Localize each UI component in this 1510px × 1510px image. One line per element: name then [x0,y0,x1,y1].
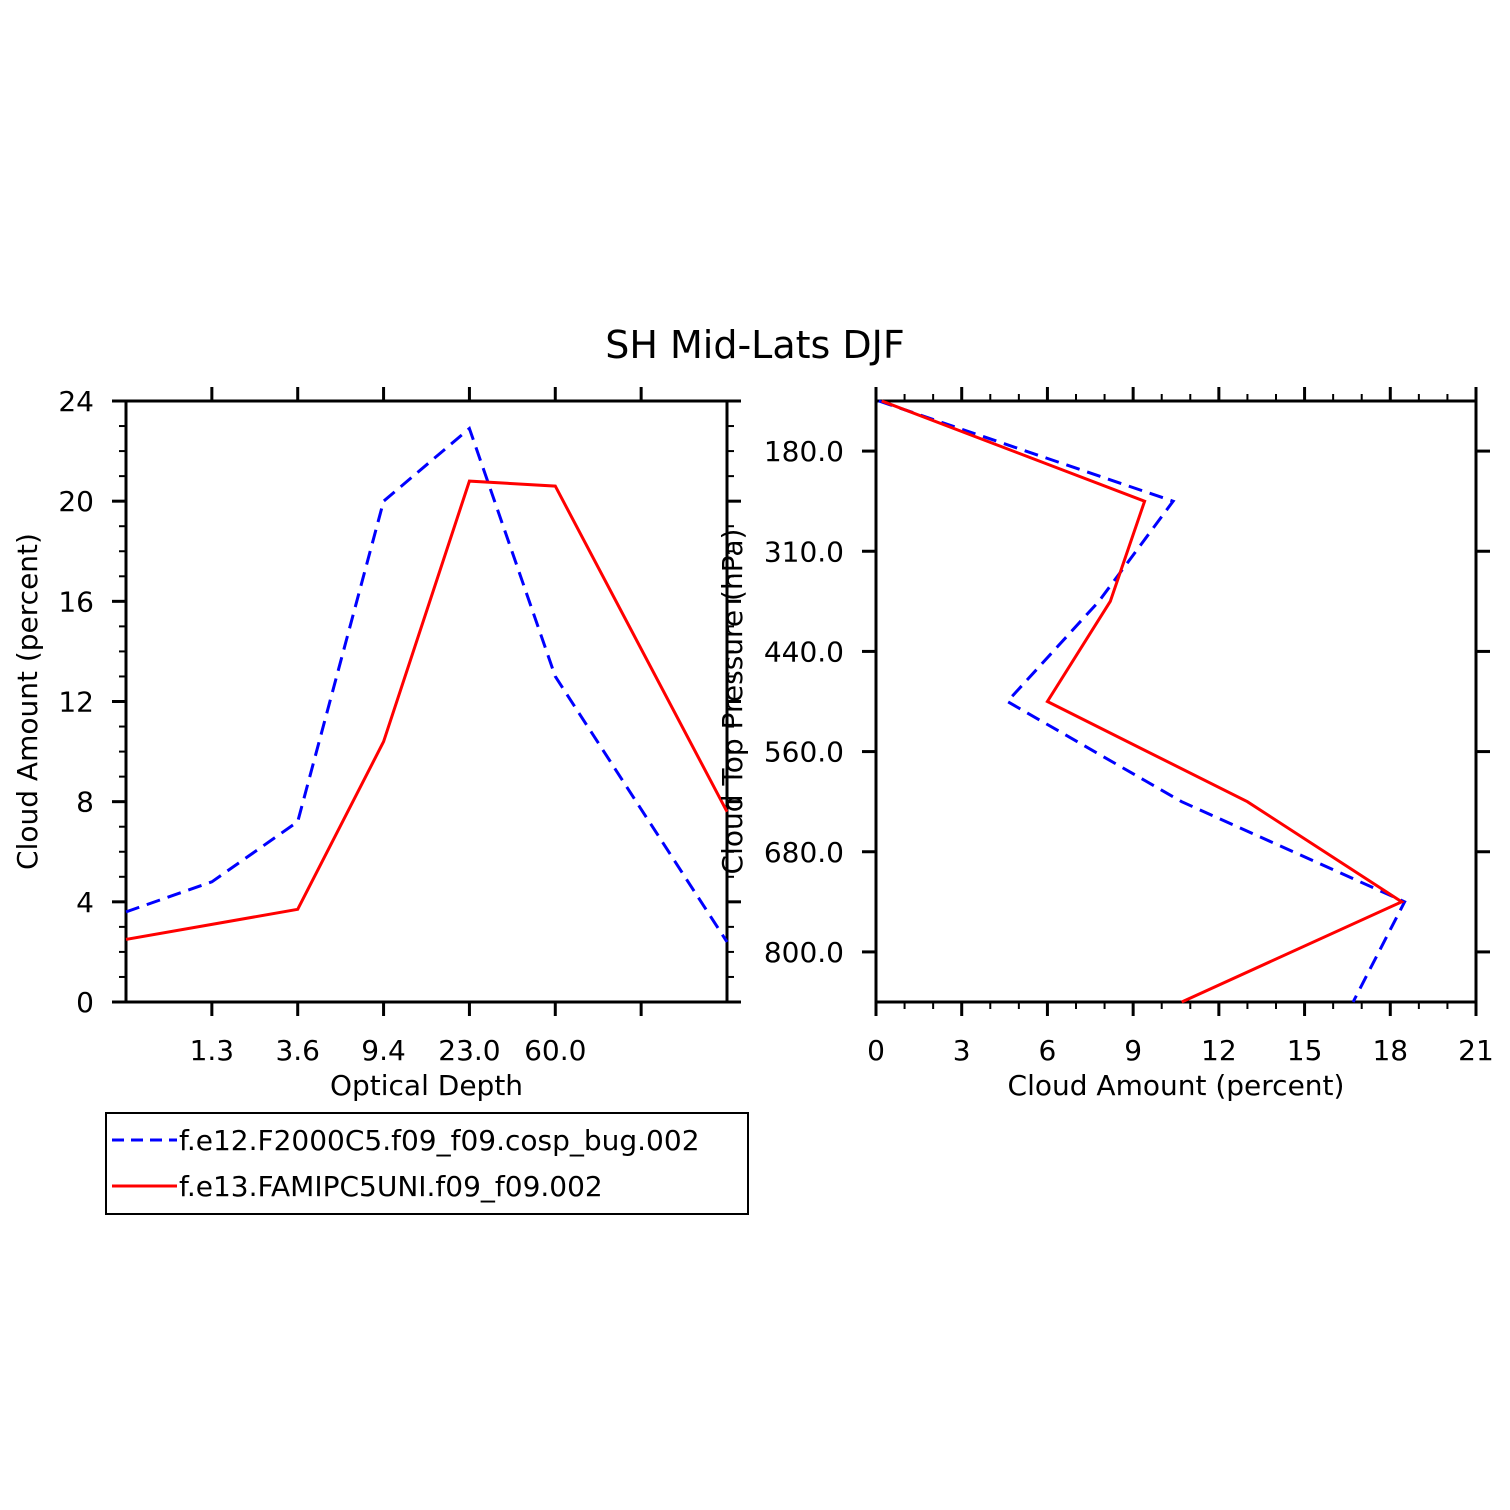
x-tick-label: 21 [1458,1034,1494,1067]
y-tick-label: 20 [58,485,94,518]
x-axis-label: Optical Depth [330,1069,523,1102]
y-tick-label: 310.0 [764,535,844,568]
y-tick-label: 4 [76,886,94,919]
y-tick-label: 16 [58,585,94,618]
y-tick-label: 440.0 [764,635,844,668]
x-tick-label: 1.3 [190,1034,235,1067]
x-axis-label: Cloud Amount (percent) [1008,1069,1345,1102]
y-axis-label: Cloud Top Pressure (hPa) [716,529,749,875]
y-tick-label: 0 [76,986,94,1019]
x-tick-label: 9.4 [361,1034,406,1067]
legend-box [105,1112,749,1215]
series-line-red [125,479,729,941]
x-tick-label: 9 [1124,1034,1142,1067]
x-tick-label: 15 [1287,1034,1323,1067]
plot-frame [124,399,729,1004]
x-tick-label: 6 [1039,1034,1057,1067]
x-tick-label: 3 [953,1034,971,1067]
y-tick-label: 800.0 [764,936,844,969]
figure-title: SH Mid-Lats DJF [605,323,905,367]
series-line-blue [125,425,729,943]
x-tick-label: 60.0 [524,1034,586,1067]
x-tick-label: 12 [1201,1034,1237,1067]
x-tick-label: 18 [1372,1034,1408,1067]
y-tick-label: 8 [76,786,94,819]
y-tick-label: 680.0 [764,836,844,869]
y-tick-label: 180.0 [764,435,844,468]
x-tick-label: 23.0 [438,1034,500,1067]
y-tick-label: 24 [58,385,94,418]
y-tick-label: 560.0 [764,736,844,769]
x-tick-label: 3.6 [275,1034,320,1067]
legend: f.e12.F2000C5.f09_f09.cosp_bug.002 f.e13… [105,1112,749,1215]
legend-label-blue: f.e12.F2000C5.f09_f09.cosp_bug.002 [179,1124,700,1157]
pressure-profile-chart: 0 3 6 9 12 15 18 21 180.0 310.0 440.0 560.0 680.0 800… [716,387,1494,1102]
legend-label-red: f.e13.FAMIPC5UNI.f09_f09.002 [179,1170,603,1203]
x-tick-label: 0 [867,1034,885,1067]
y-tick-label: 12 [58,686,94,719]
plot-frame [874,399,1478,1004]
y-axis-label: Cloud Amount (percent) [11,533,44,870]
series-line-red [881,399,1405,1004]
series-line-blue [878,399,1407,1003]
